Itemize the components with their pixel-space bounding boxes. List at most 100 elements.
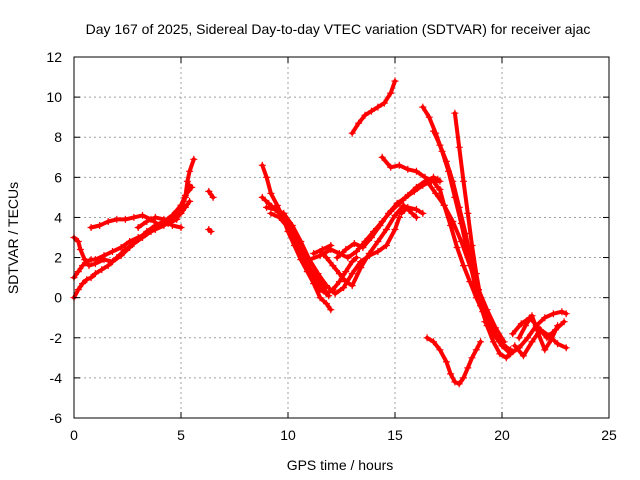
data-point — [74, 238, 82, 245]
data-point — [460, 177, 467, 185]
data-point — [385, 209, 393, 217]
data-point — [412, 205, 420, 213]
data-point — [188, 183, 196, 191]
data-point — [348, 258, 356, 266]
data-point — [492, 324, 500, 332]
x-tick-label: 10 — [280, 427, 296, 443]
data-point — [400, 201, 408, 209]
data-series — [423, 177, 508, 346]
data-point — [318, 246, 326, 253]
data-point — [100, 256, 108, 264]
data-point — [348, 270, 356, 278]
data-point — [267, 189, 275, 197]
data-point — [455, 380, 463, 388]
data-series — [205, 187, 217, 201]
y-axis-label: SDTVAR / TECUs — [5, 182, 21, 294]
data-point — [419, 103, 427, 111]
data-point — [391, 211, 399, 219]
data-point — [449, 177, 457, 185]
data-point — [104, 262, 112, 270]
data-point — [468, 242, 476, 249]
data-point — [466, 262, 474, 270]
data-point — [489, 338, 497, 346]
data-point — [368, 234, 375, 241]
data-point — [323, 254, 330, 262]
data-point — [310, 270, 318, 278]
data-point — [87, 224, 95, 231]
data-point — [436, 141, 444, 149]
data-point — [181, 193, 189, 201]
data-point — [134, 236, 142, 243]
data-point — [327, 306, 335, 314]
data-point — [447, 370, 455, 378]
data-point — [376, 222, 384, 229]
data-point — [173, 215, 181, 223]
data-point — [472, 270, 480, 278]
data-point — [258, 161, 266, 169]
data-point — [186, 167, 194, 175]
data-point — [160, 215, 168, 223]
data-point — [436, 177, 444, 185]
data-point — [207, 228, 215, 235]
data-point — [335, 278, 343, 286]
data-point — [205, 187, 213, 195]
data-point — [451, 378, 459, 386]
data-point — [91, 270, 99, 278]
data-point — [353, 254, 360, 262]
data-point — [121, 215, 129, 223]
data-series — [511, 326, 570, 360]
series-trace — [425, 335, 483, 386]
data-point — [265, 199, 273, 207]
data-point — [91, 260, 99, 268]
grid-layer — [74, 57, 609, 418]
data-point — [177, 224, 185, 231]
series-trace — [425, 179, 507, 344]
data-series — [378, 153, 442, 191]
data-point — [273, 201, 281, 209]
data-point — [382, 226, 390, 233]
data-point — [355, 119, 363, 127]
data-point — [117, 252, 125, 260]
data-point — [541, 346, 549, 354]
data-point — [134, 224, 142, 231]
data-point — [353, 248, 360, 255]
x-tick-label: 20 — [494, 427, 510, 443]
data-point — [528, 312, 536, 320]
data-point — [462, 230, 470, 237]
y-tick-label: 8 — [54, 129, 62, 145]
data-point — [393, 199, 401, 207]
data-point — [421, 173, 429, 181]
data-point — [440, 201, 448, 209]
series-trace — [89, 157, 196, 230]
data-point — [143, 218, 151, 225]
data-series — [205, 226, 215, 235]
data-point — [177, 205, 185, 213]
data-point — [325, 292, 333, 300]
data-point — [79, 280, 87, 288]
data-point — [387, 89, 395, 97]
x-tick-label: 15 — [387, 427, 403, 443]
data-point — [374, 103, 382, 111]
data-point — [76, 246, 84, 253]
data-point — [554, 322, 562, 330]
data-point — [455, 203, 463, 211]
series-trace — [420, 105, 515, 360]
series-trace — [318, 203, 419, 288]
data-point — [156, 222, 164, 229]
data-point — [340, 284, 348, 292]
data-point — [109, 248, 116, 255]
data-point — [562, 310, 570, 318]
data-series — [310, 242, 335, 257]
data-series — [423, 334, 485, 388]
data-point — [502, 354, 510, 362]
data-point — [466, 278, 474, 286]
data-point — [378, 153, 386, 161]
data-point — [391, 77, 399, 85]
data-point — [109, 258, 116, 266]
data-point — [489, 330, 497, 338]
data-series — [134, 213, 185, 231]
data-point — [305, 256, 313, 264]
data-point — [483, 314, 491, 322]
series-trace — [399, 205, 425, 216]
data-point — [472, 346, 480, 354]
